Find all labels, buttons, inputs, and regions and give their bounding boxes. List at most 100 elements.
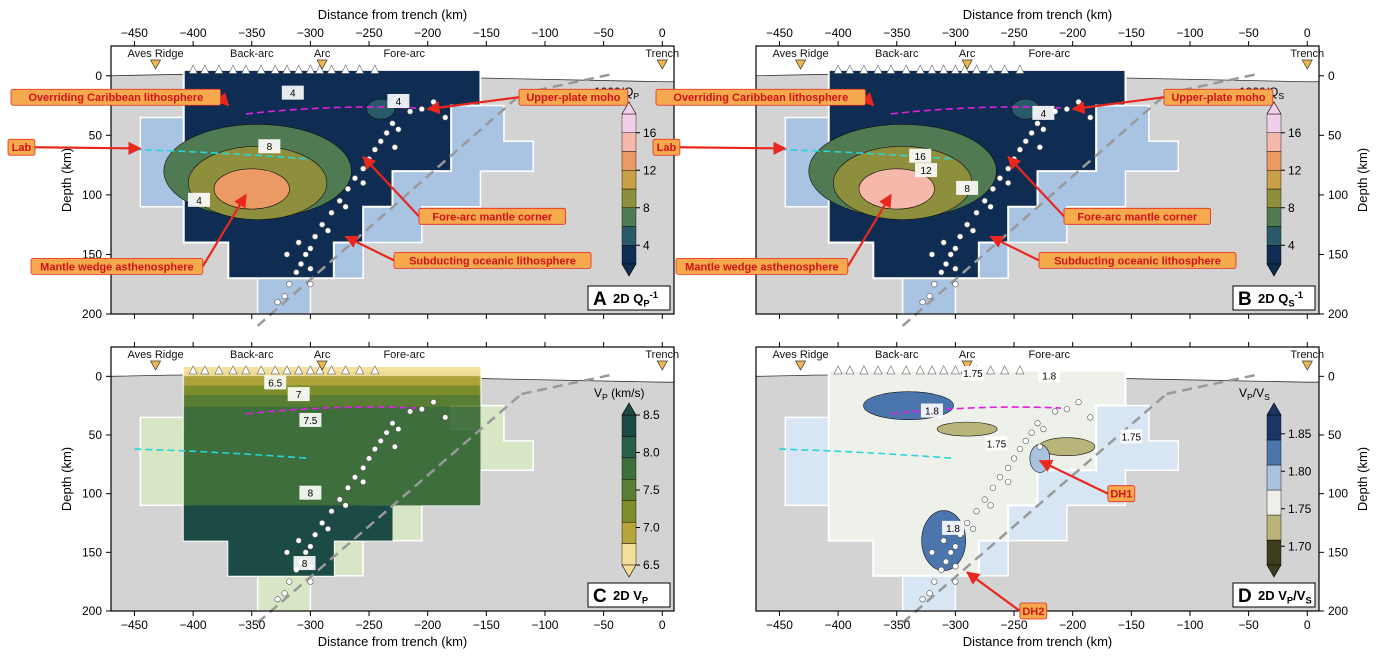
hypocenter: [360, 464, 367, 471]
x-tick-label: 0: [1304, 618, 1311, 632]
hypocenter: [307, 578, 314, 585]
hypocenter: [351, 175, 359, 182]
surface-label: Trench: [1290, 349, 1324, 361]
x-tick-label: −250: [356, 618, 383, 632]
x-tick-label: −150: [1118, 26, 1145, 40]
annotation-arrow-icon: [344, 235, 395, 262]
volcano-icon: [282, 64, 292, 74]
colorbar-swatch: [1266, 464, 1282, 491]
hypocenter: [377, 138, 384, 145]
marker-triangle-icon: [794, 59, 807, 70]
hypocenter: [919, 298, 926, 306]
hypocenter: [1036, 144, 1043, 151]
colorbar-swatch: [1266, 113, 1282, 133]
hypocenter: [1005, 464, 1012, 471]
lab-line: [779, 448, 956, 460]
hypocenter: [342, 203, 349, 210]
hypocenter: [430, 399, 437, 406]
velocity-band: [183, 429, 481, 506]
hypocenter: [964, 519, 971, 527]
hypocenter: [1087, 114, 1094, 121]
contour-label: 4: [396, 97, 402, 108]
volcano-icon: [927, 64, 937, 74]
colorbar-swatch: [621, 207, 637, 227]
volcano-icon: [188, 365, 198, 375]
hypocenter: [383, 129, 390, 137]
x-tick-label: −350: [238, 618, 265, 632]
velocity-band: [183, 395, 481, 407]
colorbar-tick-label: 1.75: [1288, 502, 1312, 516]
volcano-icon: [241, 365, 251, 375]
volcano-icon: [901, 365, 911, 375]
hypocenter: [1075, 98, 1082, 106]
hypocenter: [344, 484, 352, 491]
surface-label: Trench: [1290, 48, 1324, 60]
contour-label-bg: [961, 365, 984, 380]
annotation-arrow-icon: [362, 155, 420, 218]
volcano-icon: [915, 64, 925, 74]
hypocenter: [383, 429, 390, 436]
hypocenter: [947, 549, 954, 556]
wedge-anomaly-core: [858, 168, 935, 210]
volcano-icon: [950, 365, 960, 375]
lab-line: [779, 148, 956, 160]
panel-title: 2D VP: [613, 588, 648, 605]
colorbar-tick-label: 4: [643, 238, 650, 252]
surface-label: Arc: [959, 349, 976, 361]
hypocenter: [286, 578, 293, 585]
colorbar-top-arrow-icon: [1266, 101, 1282, 115]
slab-trace: [901, 92, 1168, 327]
panel-badge: [587, 285, 671, 311]
surface-label: Back-arc: [875, 48, 919, 60]
hypocenter: [952, 281, 959, 288]
hypocenter: [328, 209, 335, 216]
contour-label-bg: [387, 93, 410, 108]
volcano-icon: [294, 64, 304, 74]
y-tick-label: 100: [82, 487, 102, 501]
x-tick-label: 0: [1304, 26, 1311, 40]
hypocenter: [928, 251, 936, 258]
y-tick-label: 0: [1328, 69, 1335, 83]
x-tick-label: −450: [121, 26, 148, 40]
contour-label-bg: [299, 485, 322, 500]
surface-label: Aves Ridge: [128, 349, 184, 361]
annotation-box: [393, 251, 592, 269]
colorbar-tick-label: 1.80: [1288, 464, 1312, 478]
marker-triangle-icon: [316, 59, 328, 70]
annotation-box: [518, 88, 629, 106]
contour-label: 8: [267, 142, 273, 153]
contour-label: 8: [964, 184, 970, 195]
hypocenter: [319, 519, 326, 527]
y-tick-label: 50: [89, 128, 103, 142]
hypocenter: [989, 185, 997, 193]
hypocenter: [973, 209, 980, 216]
hypocenter: [1034, 420, 1041, 427]
x-tick-label: −300: [942, 26, 969, 40]
contour-label: 1.75: [1122, 432, 1142, 443]
contour-label-bg: [187, 192, 210, 207]
hypocenter: [365, 455, 373, 462]
hypocenter: [964, 221, 971, 228]
hypocenter: [389, 120, 396, 127]
volcano-icon: [327, 64, 336, 74]
colorbar-title: VP/VS: [1239, 386, 1270, 402]
x-tick-label: −50: [593, 618, 614, 632]
volcano-icon: [859, 365, 869, 375]
colorbar-swatch: [621, 414, 637, 437]
volcano-icon: [986, 64, 996, 74]
contour-label-bg: [1032, 105, 1055, 120]
annotation-arrow-icon: [846, 193, 892, 267]
hypocenter: [1051, 408, 1059, 415]
annotation-label: Fore-arc mantle corner: [432, 211, 553, 223]
x-axis-title: Distance from trench (km): [963, 7, 1113, 22]
hypocenter: [274, 298, 281, 306]
hypocenter: [295, 537, 302, 544]
surface-label: Back-arc: [230, 349, 274, 361]
x-tick-label: −100: [1176, 618, 1203, 632]
contour-label: 8: [308, 489, 314, 500]
velocity-band: [183, 385, 481, 396]
x-tick-label: −200: [414, 26, 441, 40]
colorbar-swatch: [1266, 188, 1282, 208]
hypocenter: [969, 525, 977, 532]
x-tick-label: −350: [883, 26, 910, 40]
